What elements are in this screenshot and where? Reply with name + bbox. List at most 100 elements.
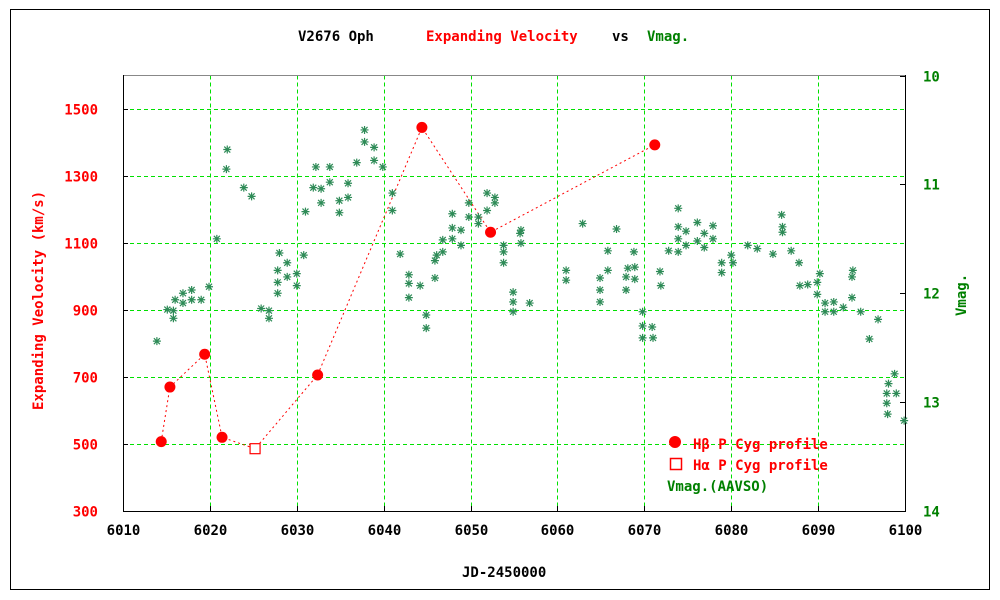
hbeta-point bbox=[216, 431, 228, 443]
vmag-point bbox=[655, 267, 664, 276]
vmag-point bbox=[273, 266, 282, 275]
vmag-point bbox=[603, 246, 612, 255]
vmag-point bbox=[578, 219, 587, 228]
vmag-point bbox=[874, 315, 883, 324]
vmag-point bbox=[847, 293, 856, 302]
vmag-point bbox=[352, 158, 361, 167]
vmag-point bbox=[630, 263, 639, 272]
vmag-point bbox=[273, 289, 282, 298]
vmag-point bbox=[171, 295, 180, 304]
vmag-point bbox=[700, 243, 709, 252]
vmag-point bbox=[664, 246, 673, 255]
x-tick-label: 6100 bbox=[889, 523, 923, 539]
vmag-point bbox=[299, 251, 308, 260]
vmag-point bbox=[815, 269, 824, 278]
vmag-point bbox=[516, 229, 525, 238]
vmag-point bbox=[257, 304, 266, 313]
vmag-point bbox=[178, 299, 187, 308]
vmag-point bbox=[693, 218, 702, 227]
vmag-point bbox=[360, 125, 369, 134]
vmag-point bbox=[205, 282, 214, 291]
vmag-point bbox=[682, 227, 691, 236]
hbeta-point bbox=[312, 369, 324, 381]
vmag-point bbox=[344, 193, 353, 202]
x-tick-label: 6090 bbox=[802, 523, 836, 539]
vmag-point bbox=[483, 189, 492, 198]
vmag-point bbox=[212, 234, 221, 243]
vmag-point bbox=[247, 192, 256, 201]
vmag-point bbox=[562, 266, 571, 275]
x-tick-label: 6020 bbox=[194, 523, 228, 539]
vmag-point bbox=[311, 162, 320, 171]
vmag-point bbox=[223, 145, 232, 154]
vmag-point bbox=[283, 272, 292, 281]
vmag-point bbox=[813, 290, 822, 299]
vmag-point bbox=[708, 234, 717, 243]
vmag-point bbox=[674, 234, 683, 243]
vmag-point bbox=[753, 244, 762, 253]
vmag-point bbox=[325, 178, 334, 187]
vmag-point bbox=[430, 256, 439, 265]
vmag-point bbox=[603, 266, 612, 275]
vmag-point bbox=[499, 241, 508, 250]
vmag-point bbox=[344, 179, 353, 188]
legend-hbeta-label: Hβ P Cyg profile bbox=[693, 437, 828, 453]
y-left-tick-label: 1500 bbox=[64, 103, 98, 119]
y-right-tick-label: 14 bbox=[923, 505, 940, 521]
x-axis-label: JD-2450000 bbox=[462, 565, 546, 581]
vmag-point bbox=[829, 307, 838, 316]
hbeta-point bbox=[164, 381, 176, 393]
x-tick-label: 6010 bbox=[107, 523, 141, 539]
vmag-point bbox=[292, 281, 301, 290]
vmag-point bbox=[629, 247, 638, 256]
vmag-point bbox=[727, 251, 736, 260]
vmag-point bbox=[456, 241, 465, 250]
vmag-point bbox=[187, 285, 196, 294]
vmag-point bbox=[264, 306, 273, 315]
vmag-point bbox=[516, 226, 525, 235]
y-left-tick-label: 300 bbox=[73, 505, 98, 521]
vmag-point bbox=[448, 209, 457, 218]
vmag-point bbox=[743, 241, 752, 250]
vmag-point bbox=[483, 206, 492, 215]
vmag-point bbox=[516, 239, 525, 248]
y-right-tick-label: 10 bbox=[923, 70, 940, 86]
vmag-series bbox=[152, 125, 909, 425]
chart-title-vmag: Vmag. bbox=[647, 29, 689, 45]
vmag-point bbox=[404, 279, 413, 288]
vmag-point bbox=[890, 369, 899, 378]
velocity-line bbox=[160, 126, 656, 450]
vmag-point bbox=[239, 183, 248, 192]
vmag-point bbox=[474, 213, 483, 222]
vmag-point bbox=[456, 226, 465, 235]
legend-vmag-label: Vmag.(AAVSO) bbox=[667, 479, 768, 495]
outer-frame bbox=[10, 9, 990, 590]
vmag-point bbox=[622, 285, 631, 294]
vmag-point bbox=[273, 278, 282, 287]
vmag-point bbox=[848, 266, 857, 275]
hbeta-point bbox=[155, 436, 167, 448]
vmag-point bbox=[490, 198, 499, 207]
x-tick-label: 6040 bbox=[368, 523, 402, 539]
vmag-point bbox=[317, 198, 326, 207]
vmag-point bbox=[883, 410, 892, 419]
vmag-point bbox=[448, 234, 457, 243]
legend-halpha-label: Hα P Cyg profile bbox=[693, 458, 828, 474]
vmag-point bbox=[882, 399, 891, 408]
vmag-point bbox=[674, 222, 683, 231]
vmag-point bbox=[803, 280, 812, 289]
chart-title-vs: vs bbox=[612, 29, 629, 45]
vmag-point bbox=[464, 198, 473, 207]
vmag-point bbox=[768, 250, 777, 259]
vmag-point bbox=[525, 299, 534, 308]
vmag-point bbox=[778, 228, 787, 237]
vmag-point bbox=[648, 323, 657, 332]
vmag-point bbox=[509, 307, 518, 316]
y-right-tick-label: 11 bbox=[923, 178, 940, 194]
vmag-point bbox=[612, 225, 621, 234]
vmag-point bbox=[275, 248, 284, 257]
y-left-tick-label: 500 bbox=[73, 438, 98, 454]
vmag-point bbox=[335, 196, 344, 205]
hbeta-point bbox=[649, 139, 661, 151]
vmag-point bbox=[717, 258, 726, 267]
